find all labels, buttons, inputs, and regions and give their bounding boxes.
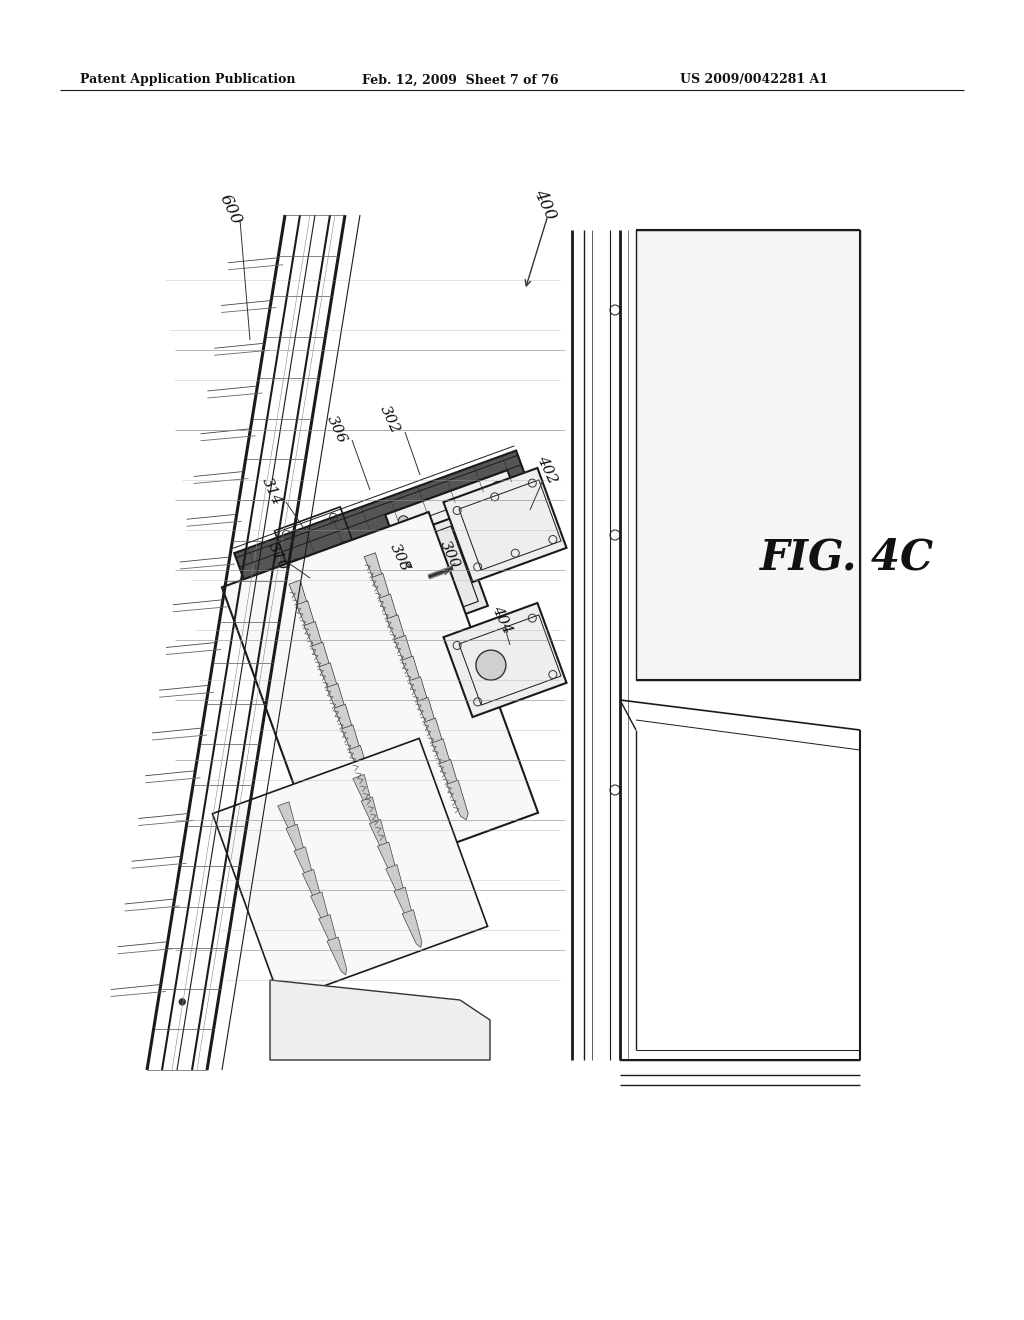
Circle shape	[398, 565, 432, 599]
Text: 306: 306	[325, 413, 349, 446]
Polygon shape	[365, 553, 385, 593]
Polygon shape	[402, 909, 422, 948]
Text: US 2009/0042281 A1: US 2009/0042281 A1	[680, 74, 828, 87]
Polygon shape	[311, 642, 333, 681]
Polygon shape	[443, 603, 566, 717]
Text: 302: 302	[378, 404, 402, 436]
Polygon shape	[365, 787, 385, 826]
Polygon shape	[270, 979, 490, 1060]
Polygon shape	[289, 579, 310, 619]
Polygon shape	[446, 780, 468, 820]
Polygon shape	[386, 865, 406, 903]
Text: 404: 404	[489, 603, 514, 636]
Circle shape	[387, 605, 397, 614]
Circle shape	[365, 591, 385, 611]
Polygon shape	[342, 725, 362, 764]
Circle shape	[476, 651, 506, 680]
Polygon shape	[327, 937, 347, 975]
Polygon shape	[424, 718, 445, 758]
Polygon shape	[286, 824, 305, 862]
Circle shape	[493, 482, 503, 491]
Polygon shape	[401, 656, 423, 696]
Polygon shape	[410, 677, 430, 717]
Polygon shape	[296, 601, 317, 640]
Polygon shape	[349, 746, 371, 785]
Polygon shape	[302, 870, 323, 907]
Text: Patent Application Publication: Patent Application Publication	[80, 74, 295, 87]
Polygon shape	[327, 684, 348, 723]
Text: 600: 600	[216, 191, 245, 228]
Polygon shape	[319, 663, 340, 702]
Circle shape	[390, 557, 440, 607]
Polygon shape	[234, 450, 525, 579]
Text: 400: 400	[530, 187, 559, 223]
Polygon shape	[212, 738, 487, 1002]
Polygon shape	[417, 697, 438, 737]
Polygon shape	[378, 842, 397, 880]
Circle shape	[398, 516, 409, 525]
Text: 308: 308	[387, 541, 413, 574]
Polygon shape	[370, 820, 389, 857]
Polygon shape	[432, 739, 454, 779]
Polygon shape	[334, 704, 355, 743]
Circle shape	[381, 589, 413, 620]
Polygon shape	[278, 801, 297, 840]
Polygon shape	[439, 759, 461, 799]
Polygon shape	[394, 887, 414, 925]
Polygon shape	[636, 230, 860, 680]
Circle shape	[418, 569, 428, 578]
Text: Feb. 12, 2009  Sheet 7 of 76: Feb. 12, 2009 Sheet 7 of 76	[362, 74, 559, 87]
Text: 300: 300	[437, 539, 463, 572]
Polygon shape	[356, 766, 378, 805]
Polygon shape	[372, 808, 393, 847]
Text: FIG. 4C: FIG. 4C	[760, 536, 934, 578]
Circle shape	[512, 535, 521, 544]
Circle shape	[412, 578, 419, 586]
Text: 402: 402	[535, 454, 559, 486]
Text: 314: 314	[259, 475, 285, 508]
Polygon shape	[387, 615, 408, 655]
Polygon shape	[385, 470, 535, 590]
Polygon shape	[443, 469, 566, 582]
Polygon shape	[294, 847, 314, 884]
Circle shape	[407, 573, 424, 591]
Text: 310: 310	[265, 541, 291, 573]
Polygon shape	[352, 516, 487, 643]
Polygon shape	[379, 594, 400, 634]
Polygon shape	[318, 915, 339, 952]
Circle shape	[179, 999, 185, 1005]
Polygon shape	[372, 573, 393, 612]
Polygon shape	[361, 797, 381, 834]
Polygon shape	[304, 622, 326, 661]
Polygon shape	[310, 892, 331, 929]
Polygon shape	[353, 775, 373, 812]
Polygon shape	[222, 512, 538, 888]
Polygon shape	[394, 635, 416, 675]
